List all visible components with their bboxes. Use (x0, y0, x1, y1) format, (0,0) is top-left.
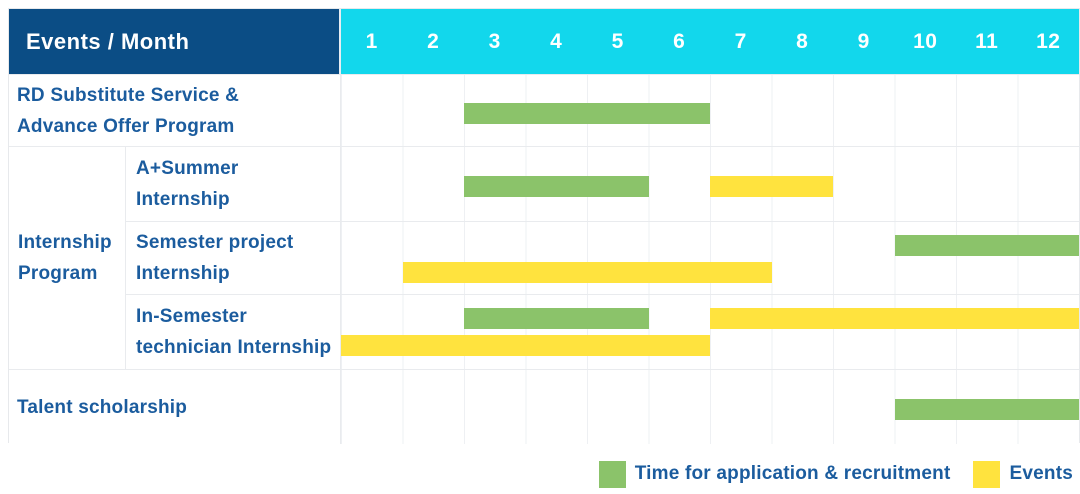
month-header-cell: 3 (464, 9, 526, 74)
event-period-bar (710, 176, 833, 197)
month-header-cell: 8 (771, 9, 833, 74)
month-header-cell: 11 (956, 9, 1018, 74)
gantt-lane (341, 369, 1079, 444)
month-header-cell: 5 (587, 9, 649, 74)
gantt-lane (341, 146, 1079, 221)
month-header-cell: 9 (833, 9, 895, 74)
month-header-cell: 10 (894, 9, 956, 74)
application-period-bar (894, 235, 1079, 256)
row-label-in-semester-technician: In-Semester technician Internship (126, 294, 341, 369)
row-label-rd-substitute: RD Substitute Service & Advance Offer Pr… (9, 74, 341, 146)
month-header-cell: 4 (525, 9, 587, 74)
events-month-header: Events / Month (9, 9, 341, 74)
application-legend-swatch (598, 460, 626, 488)
event-period-bar (341, 335, 710, 356)
month-header-cell: 7 (710, 9, 772, 74)
legend-label-events: Events (1009, 463, 1073, 484)
legend-item-application: Time for application & recruitment (598, 460, 951, 488)
application-period-bar (464, 308, 649, 329)
legend: Time for application & recruitment Event… (598, 459, 1073, 489)
gantt-lane (341, 221, 1079, 294)
month-header-cell: 12 (1017, 9, 1079, 74)
application-period-bar (464, 102, 710, 124)
month-header-cell: 1 (341, 9, 403, 74)
legend-item-events: Events (973, 460, 1073, 488)
month-header-cell: 6 (648, 9, 710, 74)
row-label-semester-project: Semester project Internship (126, 221, 341, 294)
gantt-lane (341, 294, 1079, 369)
application-period-bar (464, 176, 649, 197)
event-period-bar (710, 308, 1079, 329)
event-period-bar (402, 262, 772, 283)
row-label-a-plus-summer: A+Summer Internship (126, 146, 341, 221)
row-label-talent-scholarship: Talent scholarship (9, 369, 341, 444)
events-legend-swatch (973, 460, 1001, 488)
header-title: Events / Month (26, 28, 190, 54)
group-label-internship-program: Internship Program (9, 146, 126, 369)
events-table: Events / Month 1 2 3 4 5 6 7 8 9 10 11 1… (8, 8, 1080, 444)
legend-label-application: Time for application & recruitment (634, 463, 951, 484)
month-header-cell: 2 (402, 9, 464, 74)
application-period-bar (894, 399, 1079, 420)
gantt-lane (341, 74, 1079, 146)
